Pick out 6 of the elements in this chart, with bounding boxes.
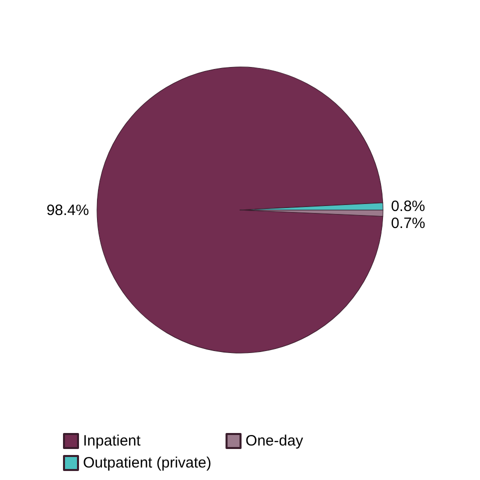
data-label: 98.4% xyxy=(46,202,89,219)
data-label: 0.8% xyxy=(390,198,426,215)
legend-label: One-day xyxy=(246,432,304,450)
data-label: 0.7% xyxy=(390,214,426,232)
legend-label: Outpatient (private) xyxy=(83,454,212,472)
legend-label: Inpatient xyxy=(83,432,142,450)
